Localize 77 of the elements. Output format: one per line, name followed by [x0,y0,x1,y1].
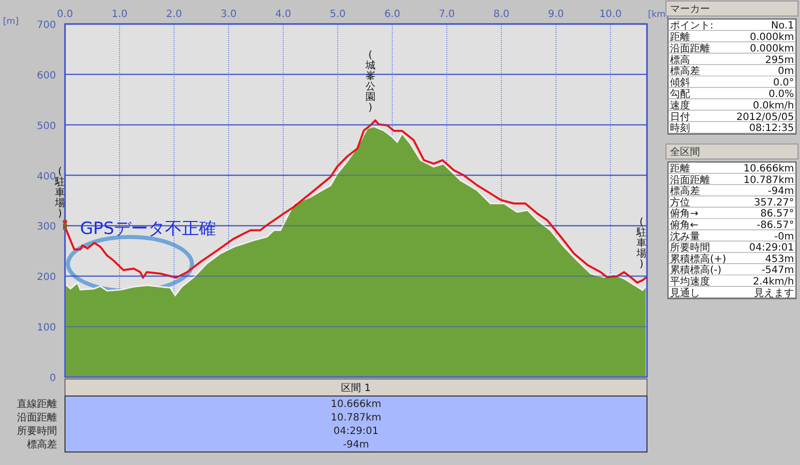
x-tick-label: 8.0 [493,9,510,20]
text: 日付 [670,112,690,123]
text: 453m [765,254,794,265]
text: 方位 [670,196,690,208]
text: 標高 [670,54,690,66]
text: 標高差 [670,65,700,78]
text: 0.0% [768,89,794,100]
x-tick-label: 5.0 [330,9,346,20]
text: 速度 [670,99,690,112]
text: 傾斜 [670,76,690,89]
text: 10.787km [743,174,794,186]
y-tick-label: 700 [36,20,56,31]
text: 沿面距離 [670,174,710,186]
text: 累積標高(-) [670,264,722,276]
text: -94m [768,186,794,198]
y-tick-label: 500 [36,120,56,132]
text: -86.57° [756,220,794,231]
text: 04:29:01 [749,242,794,254]
x-tick-label: 0.0 [57,9,73,20]
text: 10.666km [330,399,382,410]
x-tick-label: 2.0 [166,9,182,20]
text: 0.000km [750,32,794,43]
annotation: (駐車場) [635,217,646,270]
x-tick-label: 3.0 [220,9,237,20]
text: 標高差 [670,185,700,198]
text: 2012/05/05 [736,112,794,123]
text: ポイント: [670,20,714,32]
text: 沿面距離 [17,412,57,424]
text: 平均速度 [670,276,710,288]
text: 沿面距離 [670,42,710,54]
text: 10.666km [743,164,794,174]
text: 86.57° [760,208,794,220]
y-tick-label: 0 [50,373,56,384]
x-tick-label: 9.0 [548,9,564,20]
text: 357.27° [754,197,794,208]
y-tick-label: 200 [36,272,56,284]
y-tick-label: 600 [36,70,56,82]
text: 標高差 [27,438,57,450]
text: 0.000km [750,43,794,54]
y-tick-label: 400 [36,171,56,182]
text: 04:29:01 [334,426,378,437]
text: 295m [765,54,794,66]
text: 沈み量 [670,230,700,242]
text: 累積標高(+) [670,252,726,265]
text: -94m [342,440,370,450]
x-tick-label: 10.0 [599,9,622,20]
x-tick-label: 7.0 [438,9,455,20]
text: 08:12:35 [749,123,794,134]
text: 距離 [670,31,690,43]
text: 区間 1 [341,383,371,394]
text: 所要時間 [17,425,57,437]
x-tick-label: 1.0 [112,9,128,20]
text: 2.4km/h [752,276,794,288]
text: -547m [762,265,794,276]
text: 俯角← [670,219,698,231]
text: 0.0km/h [752,100,794,112]
text: 全区間 [670,146,700,158]
text: 俯角→ [670,208,698,220]
text: 距離 [670,162,690,174]
y-axis-title: [m] [3,17,19,27]
line-series [63,119,648,284]
text: 10.787km [330,412,382,424]
text: No.1 [771,20,794,32]
text: 所要時間 [670,242,710,254]
text: 時刻 [670,122,690,134]
text: -0m [774,231,794,242]
x-tick-label: 6.0 [384,9,400,20]
y-tick-label: 100 [36,322,56,334]
text: 0.0° [773,78,794,89]
y-tick-label: 300 [36,222,56,233]
text: 0m [778,66,794,78]
x-tick-label: 4.0 [275,9,292,20]
text: 見えます [754,288,794,299]
text: 見通し [670,286,700,299]
text: 直線距離 [17,398,57,410]
text: 勾配 [670,88,690,100]
text: マーカー [670,4,710,15]
